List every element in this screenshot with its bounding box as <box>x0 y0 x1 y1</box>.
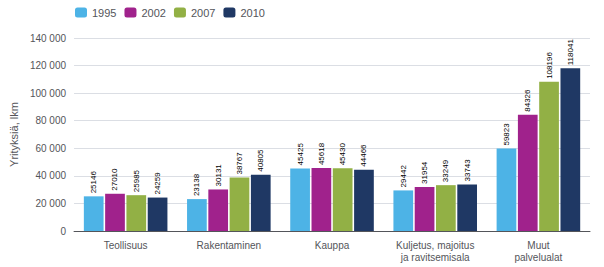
svg-text:Rakentaminen: Rakentaminen <box>197 240 261 251</box>
svg-text:Kauppa: Kauppa <box>315 240 350 251</box>
svg-text:25985: 25985 <box>132 169 141 192</box>
svg-text:118041: 118041 <box>566 39 575 66</box>
svg-text:2002: 2002 <box>141 7 165 19</box>
svg-text:40 000: 40 000 <box>35 170 66 181</box>
svg-text:Muut: Muut <box>527 240 549 251</box>
svg-text:80 000: 80 000 <box>35 115 66 126</box>
svg-text:108196: 108196 <box>545 52 554 79</box>
svg-text:45430: 45430 <box>338 143 347 166</box>
svg-text:ja ravitsemisala: ja ravitsemisala <box>400 252 470 263</box>
svg-text:27010: 27010 <box>110 168 119 191</box>
svg-text:59823: 59823 <box>502 123 511 146</box>
svg-text:44466: 44466 <box>359 144 368 167</box>
svg-text:45425: 45425 <box>296 143 305 166</box>
svg-text:Teollisuus: Teollisuus <box>104 240 148 251</box>
svg-text:40805: 40805 <box>256 149 265 172</box>
svg-text:0: 0 <box>60 226 66 237</box>
svg-text:100 000: 100 000 <box>30 88 67 99</box>
svg-text:20 000: 20 000 <box>35 198 66 209</box>
svg-text:palvelualat: palvelualat <box>514 252 562 263</box>
svg-text:24259: 24259 <box>153 172 162 195</box>
svg-text:Kuljetus, majoitus: Kuljetus, majoitus <box>396 240 474 251</box>
svg-text:29442: 29442 <box>399 165 408 188</box>
svg-text:2010: 2010 <box>240 7 264 19</box>
svg-text:Yrityksiä, lkm: Yrityksiä, lkm <box>8 102 20 167</box>
svg-text:31954: 31954 <box>420 161 429 184</box>
svg-text:60 000: 60 000 <box>35 143 66 154</box>
svg-text:140 000: 140 000 <box>30 33 67 44</box>
svg-text:30131: 30131 <box>214 164 223 187</box>
svg-text:38767: 38767 <box>235 152 244 175</box>
svg-text:33743: 33743 <box>463 159 472 182</box>
svg-text:1995: 1995 <box>92 7 116 19</box>
svg-text:25146: 25146 <box>89 171 98 194</box>
svg-text:23138: 23138 <box>192 173 201 196</box>
svg-text:120 000: 120 000 <box>30 60 67 71</box>
svg-text:33249: 33249 <box>441 159 450 182</box>
svg-text:45618: 45618 <box>317 142 326 165</box>
svg-text:2007: 2007 <box>191 7 215 19</box>
svg-text:84326: 84326 <box>523 89 532 112</box>
